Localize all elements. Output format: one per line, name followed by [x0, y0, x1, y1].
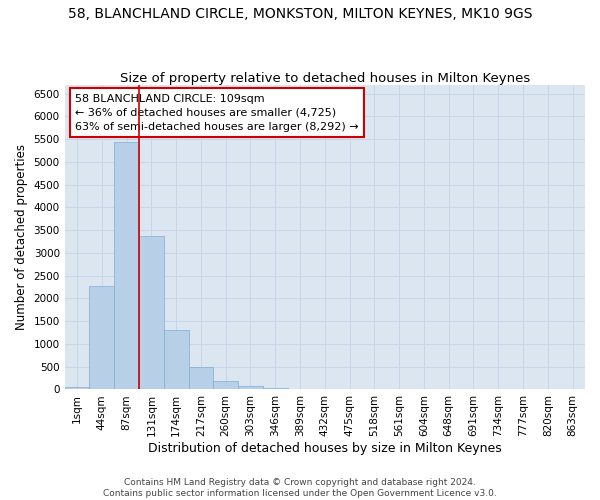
Title: Size of property relative to detached houses in Milton Keynes: Size of property relative to detached ho… — [120, 72, 530, 85]
Text: Contains HM Land Registry data © Crown copyright and database right 2024.
Contai: Contains HM Land Registry data © Crown c… — [103, 478, 497, 498]
Bar — [188, 367, 214, 390]
Bar — [114, 142, 139, 390]
Bar — [238, 386, 263, 390]
Bar — [139, 236, 164, 390]
Bar — [164, 330, 188, 390]
Bar — [214, 381, 238, 390]
Bar — [263, 388, 287, 390]
Text: 58, BLANCHLAND CIRCLE, MONKSTON, MILTON KEYNES, MK10 9GS: 58, BLANCHLAND CIRCLE, MONKSTON, MILTON … — [68, 8, 532, 22]
Bar — [89, 286, 114, 390]
Y-axis label: Number of detached properties: Number of detached properties — [15, 144, 28, 330]
Bar — [65, 386, 89, 390]
X-axis label: Distribution of detached houses by size in Milton Keynes: Distribution of detached houses by size … — [148, 442, 502, 455]
Text: 58 BLANCHLAND CIRCLE: 109sqm
← 36% of detached houses are smaller (4,725)
63% of: 58 BLANCHLAND CIRCLE: 109sqm ← 36% of de… — [75, 94, 359, 132]
